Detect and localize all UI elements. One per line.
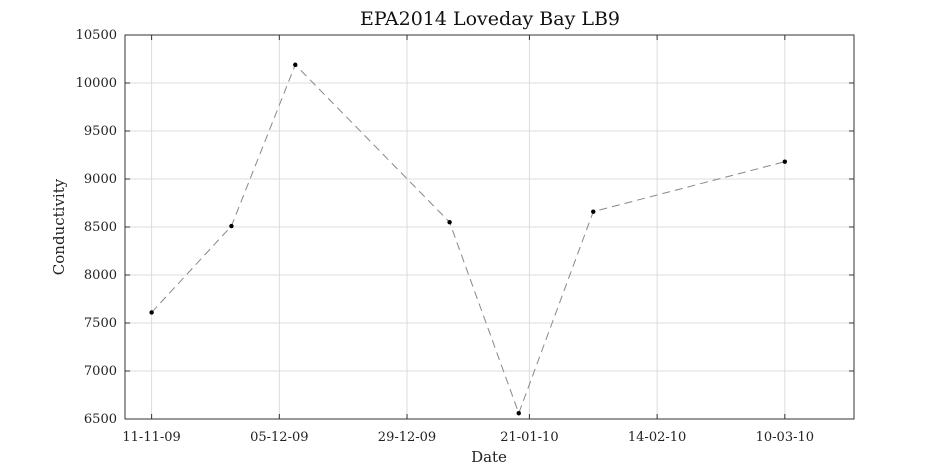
x-axis-label: Date — [471, 448, 507, 466]
y-tick-label: 8500 — [84, 220, 117, 235]
x-tick-label: 10-03-10 — [756, 430, 814, 445]
x-tick-label: 05-12-09 — [250, 430, 308, 445]
data-point — [447, 220, 452, 225]
data-point — [149, 310, 154, 315]
y-tick-label: 10500 — [76, 28, 117, 43]
y-tick-label: 7000 — [84, 364, 117, 379]
y-tick-label: 10000 — [76, 76, 117, 91]
series-line — [151, 63, 785, 415]
chart-title: EPA2014 Loveday Bay LB9 — [360, 8, 620, 30]
data-point — [591, 209, 596, 214]
ticks: 6500 7000 7500 8000 8500 9000 9500 10000 10500 11… — [76, 28, 854, 445]
x-tick-label: 11-11-09 — [122, 430, 180, 445]
y-tick-label: 9500 — [84, 124, 117, 139]
y-tick-label: 7500 — [84, 316, 117, 331]
y-tick-label: 6500 — [84, 412, 117, 427]
x-tick-label: 21-01-10 — [500, 430, 558, 445]
x-tick-label: 29-12-09 — [378, 430, 436, 445]
data-point — [293, 62, 298, 67]
data-point — [516, 411, 521, 416]
x-tick-label: 14-02-10 — [628, 430, 686, 445]
data-point — [782, 159, 788, 164]
y-tick-label: 9000 — [84, 172, 117, 187]
series — [149, 62, 788, 416]
data-point — [229, 223, 234, 229]
y-tick-label: 8000 — [84, 268, 117, 283]
y-axis-label: Conductivity — [50, 178, 68, 275]
grid — [125, 35, 854, 419]
